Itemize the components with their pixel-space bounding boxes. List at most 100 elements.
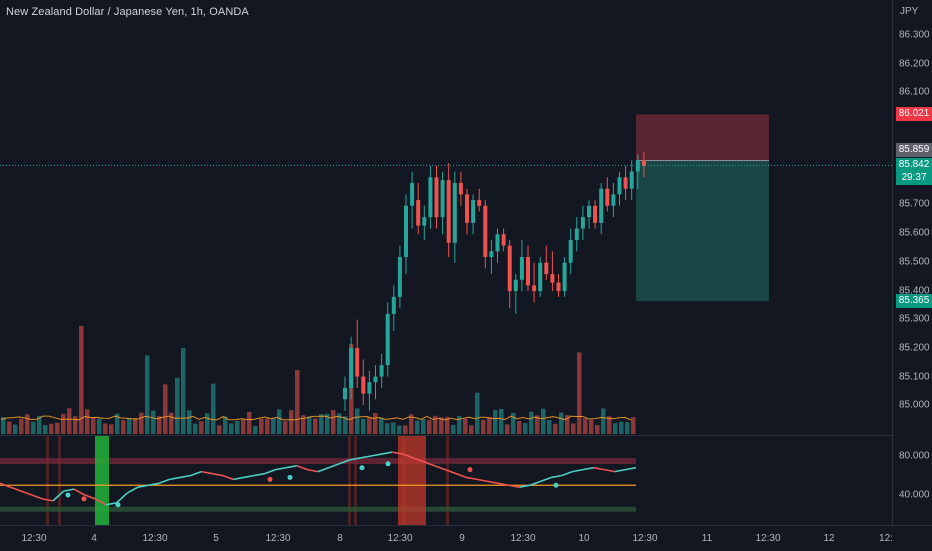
candle-body (617, 177, 622, 195)
candle-body (611, 194, 616, 206)
candle-body (519, 257, 524, 280)
volume-bar (223, 416, 228, 434)
volume-bar (307, 416, 312, 434)
candle-body (629, 171, 634, 189)
price-tick: 86.200 (899, 58, 930, 70)
time-tick: 12:30 (142, 533, 168, 544)
volume-bar (559, 412, 564, 434)
volume-bar (433, 415, 438, 434)
oscillator-segment (487, 480, 499, 485)
price-tick: 85.100 (899, 371, 930, 383)
oscillator-segment (466, 476, 478, 481)
oscillator-signal-dot (267, 476, 273, 482)
oscillator-segment (593, 466, 605, 471)
oscillator-segment (52, 490, 65, 502)
candle-body (526, 257, 530, 286)
volume-bar (115, 413, 120, 434)
oscillator-segment (20, 490, 33, 496)
oscillator-segment (222, 474, 234, 481)
volume-bar (1, 417, 6, 434)
oscillator-segment (211, 472, 223, 477)
oscillator-segment (604, 468, 615, 473)
volume-bar (193, 423, 198, 434)
oscillator-segment (42, 498, 54, 502)
candle-body (550, 274, 555, 283)
volume-bar (355, 408, 360, 434)
volume-bar (13, 424, 18, 434)
volume-bar (577, 352, 582, 434)
volume-bar (37, 415, 42, 434)
volume-bar (133, 418, 138, 434)
oscillator-segment (116, 492, 128, 504)
volume-bar (589, 419, 594, 434)
candle-body (574, 228, 579, 240)
volume-bar (391, 422, 396, 434)
oscillator-segment (360, 455, 372, 459)
volume-bar (505, 424, 510, 434)
volume-bar (595, 425, 600, 434)
oscillator-segment (180, 474, 191, 479)
volume-ma-line (0, 415, 632, 421)
oscillator-segment (540, 476, 552, 483)
price-tick: 85.300 (899, 313, 930, 325)
oscillator-segment (402, 453, 414, 459)
oscillator-segment (508, 484, 520, 488)
oscillator-segment (233, 476, 244, 481)
pane-separator[interactable] (0, 435, 892, 436)
time-axis[interactable] (0, 525, 932, 551)
volume-bar (619, 421, 624, 434)
volume-bar (7, 421, 12, 434)
price-tick: 85.200 (899, 342, 930, 354)
volume-bar (169, 412, 174, 434)
oscillator-signal-dot (115, 502, 121, 508)
volume-bar (91, 417, 96, 434)
price-tick: 85.700 (899, 198, 930, 210)
oscillator-segment (137, 484, 149, 488)
oscillator-segment (444, 468, 457, 475)
oscillator-segment (317, 466, 329, 473)
volume-bar (331, 410, 336, 434)
volume-bar (121, 420, 126, 434)
volume-bar (325, 413, 330, 434)
oscillator-segment (614, 468, 626, 473)
volume-bar (613, 423, 618, 434)
oscillator-segment (0, 482, 11, 488)
volume-bar (103, 423, 108, 434)
oscillator-segment (286, 464, 297, 469)
volume-bar (205, 413, 210, 434)
volume-bar (535, 415, 540, 434)
volume-bar (187, 410, 192, 434)
time-tick: 12:30 (510, 533, 536, 544)
last-price-badge: 85.842 (896, 158, 932, 172)
volume-bar (631, 417, 636, 434)
volume-bar (145, 355, 150, 434)
time-tick: 10 (578, 533, 590, 544)
oscillator-segment (328, 463, 340, 469)
price-tick: 85.600 (899, 227, 930, 239)
session-marker (58, 436, 61, 525)
volume-bar (481, 419, 486, 434)
price-tick: 86.300 (899, 29, 930, 41)
axis-currency-label: JPY (900, 6, 919, 17)
volume-bar (49, 423, 54, 434)
oscillator-segment (296, 464, 308, 471)
volume-bar (625, 422, 630, 434)
candle-body (593, 205, 598, 223)
volume-bar (451, 424, 456, 434)
oscillator-segment (519, 484, 531, 488)
candle-body (397, 257, 402, 297)
oscillator-signal-dot (359, 465, 365, 471)
bar-countdown-badge: 29:37 (896, 171, 932, 185)
time-tick: 4 (91, 533, 97, 544)
volume-bar (139, 412, 144, 434)
candle-body (373, 376, 378, 383)
volume-bar (571, 423, 576, 434)
volume-bar (175, 377, 180, 434)
candle-body (410, 183, 415, 206)
candle-body (587, 205, 591, 218)
volume-bar (403, 425, 408, 434)
price-axis[interactable] (892, 0, 932, 525)
overbought-highlight (398, 436, 426, 525)
